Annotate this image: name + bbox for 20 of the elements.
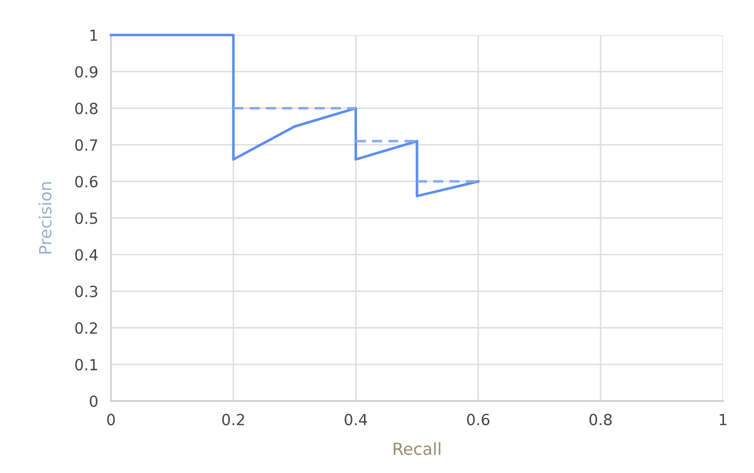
y-tick-label: 0.9 xyxy=(75,66,98,78)
line-series xyxy=(110,34,480,198)
y-tick-label: 0.8 xyxy=(75,102,98,114)
x-tick-label: 0.4 xyxy=(344,414,368,426)
x-tick-label: 0.6 xyxy=(467,414,490,426)
y-tick-label: 0.3 xyxy=(75,286,98,298)
y-tick-label: 0.2 xyxy=(75,322,97,334)
x-axis-title: Recall xyxy=(394,442,440,456)
x-tick-label: 0 xyxy=(107,414,115,426)
x-tick-label: 0.2 xyxy=(222,414,244,426)
y-tick-label: 1 xyxy=(90,30,98,41)
x-tick-label: 1 xyxy=(720,414,726,426)
y-tick-label: 0.5 xyxy=(75,212,98,224)
y-tick-label: 0.4 xyxy=(75,249,98,261)
y-tick-label: 0.7 xyxy=(75,139,98,151)
x-tick-label: 0.8 xyxy=(589,414,612,426)
y-axis-title: Precision xyxy=(38,182,52,254)
y-tick-label: 0.6 xyxy=(75,176,98,188)
y-tick-label: 0 xyxy=(90,395,98,408)
y-tick-label: 0.1 xyxy=(75,358,98,370)
